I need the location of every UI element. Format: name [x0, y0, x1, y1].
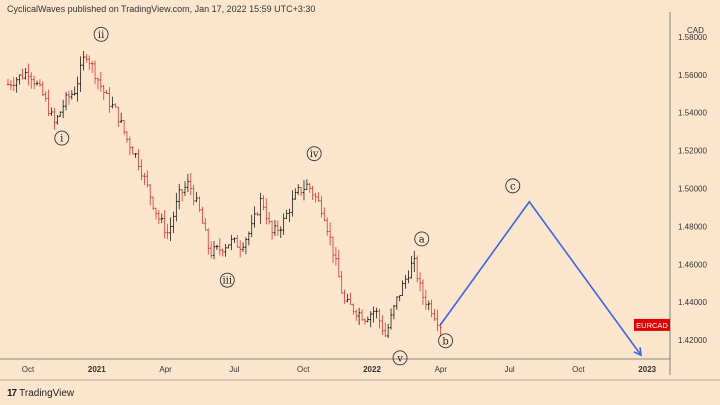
- time-tick-label: Apr: [435, 365, 448, 374]
- projection-arrowhead: [633, 347, 643, 357]
- wave-label-circle: [392, 350, 408, 366]
- wave-label-ii: ii: [98, 30, 104, 41]
- wave-label-circle: [54, 130, 70, 146]
- price-tick-label: 1.46000: [678, 260, 707, 269]
- projection-path: [439, 200, 642, 356]
- time-tick-label: 2022: [363, 365, 381, 374]
- currency-label: CAD: [687, 26, 704, 35]
- time-tick-label: Jul: [504, 365, 514, 374]
- symbol-badge: [634, 318, 670, 331]
- price-tick-label: 1.44000: [678, 298, 707, 307]
- time-tick-label: Apr: [159, 365, 172, 374]
- price-tick-label: 1.56000: [678, 71, 707, 80]
- wave-label-a: a: [419, 234, 425, 245]
- wave-label-i: i: [60, 134, 63, 145]
- wave-label-circle: [306, 146, 322, 162]
- wave-label-circle: [414, 231, 430, 247]
- wave-label-iv: iv: [310, 149, 319, 160]
- time-tick-label: Oct: [22, 365, 35, 374]
- publish-header: CyclicalWaves published on TradingView.c…: [7, 4, 316, 14]
- wave-label-circle: [219, 272, 235, 288]
- price-tick-label: 1.52000: [678, 147, 707, 156]
- wave-label-circle: [505, 178, 521, 194]
- price-tick-label: 1.50000: [678, 185, 707, 194]
- price-tick-label: 1.58000: [678, 33, 707, 42]
- wave-label-iii: iii: [222, 276, 232, 287]
- wave-label-v: v: [396, 353, 403, 364]
- wave-label-c: c: [510, 181, 516, 192]
- time-tick-label: Jul: [229, 365, 239, 374]
- tradingview-brand: TradingView: [19, 388, 75, 399]
- price-tick-label: 1.42000: [678, 336, 707, 345]
- wave-label-circle: [93, 26, 109, 42]
- time-tick-label: 2023: [638, 365, 656, 374]
- time-tick-label: Oct: [297, 365, 310, 374]
- tradingview-footer[interactable]: 17 TradingView: [7, 388, 74, 399]
- wave-label-circle: [438, 333, 453, 349]
- symbol-badge-label: EURCAD: [636, 321, 668, 330]
- time-tick-label: 2021: [88, 365, 106, 374]
- tradingview-logo-icon: 17: [7, 388, 17, 399]
- wave-label-b: b: [442, 336, 448, 347]
- time-tick-label: Oct: [572, 365, 585, 374]
- price-tick-label: 1.54000: [678, 109, 707, 118]
- price-tick-label: 1.48000: [678, 222, 707, 231]
